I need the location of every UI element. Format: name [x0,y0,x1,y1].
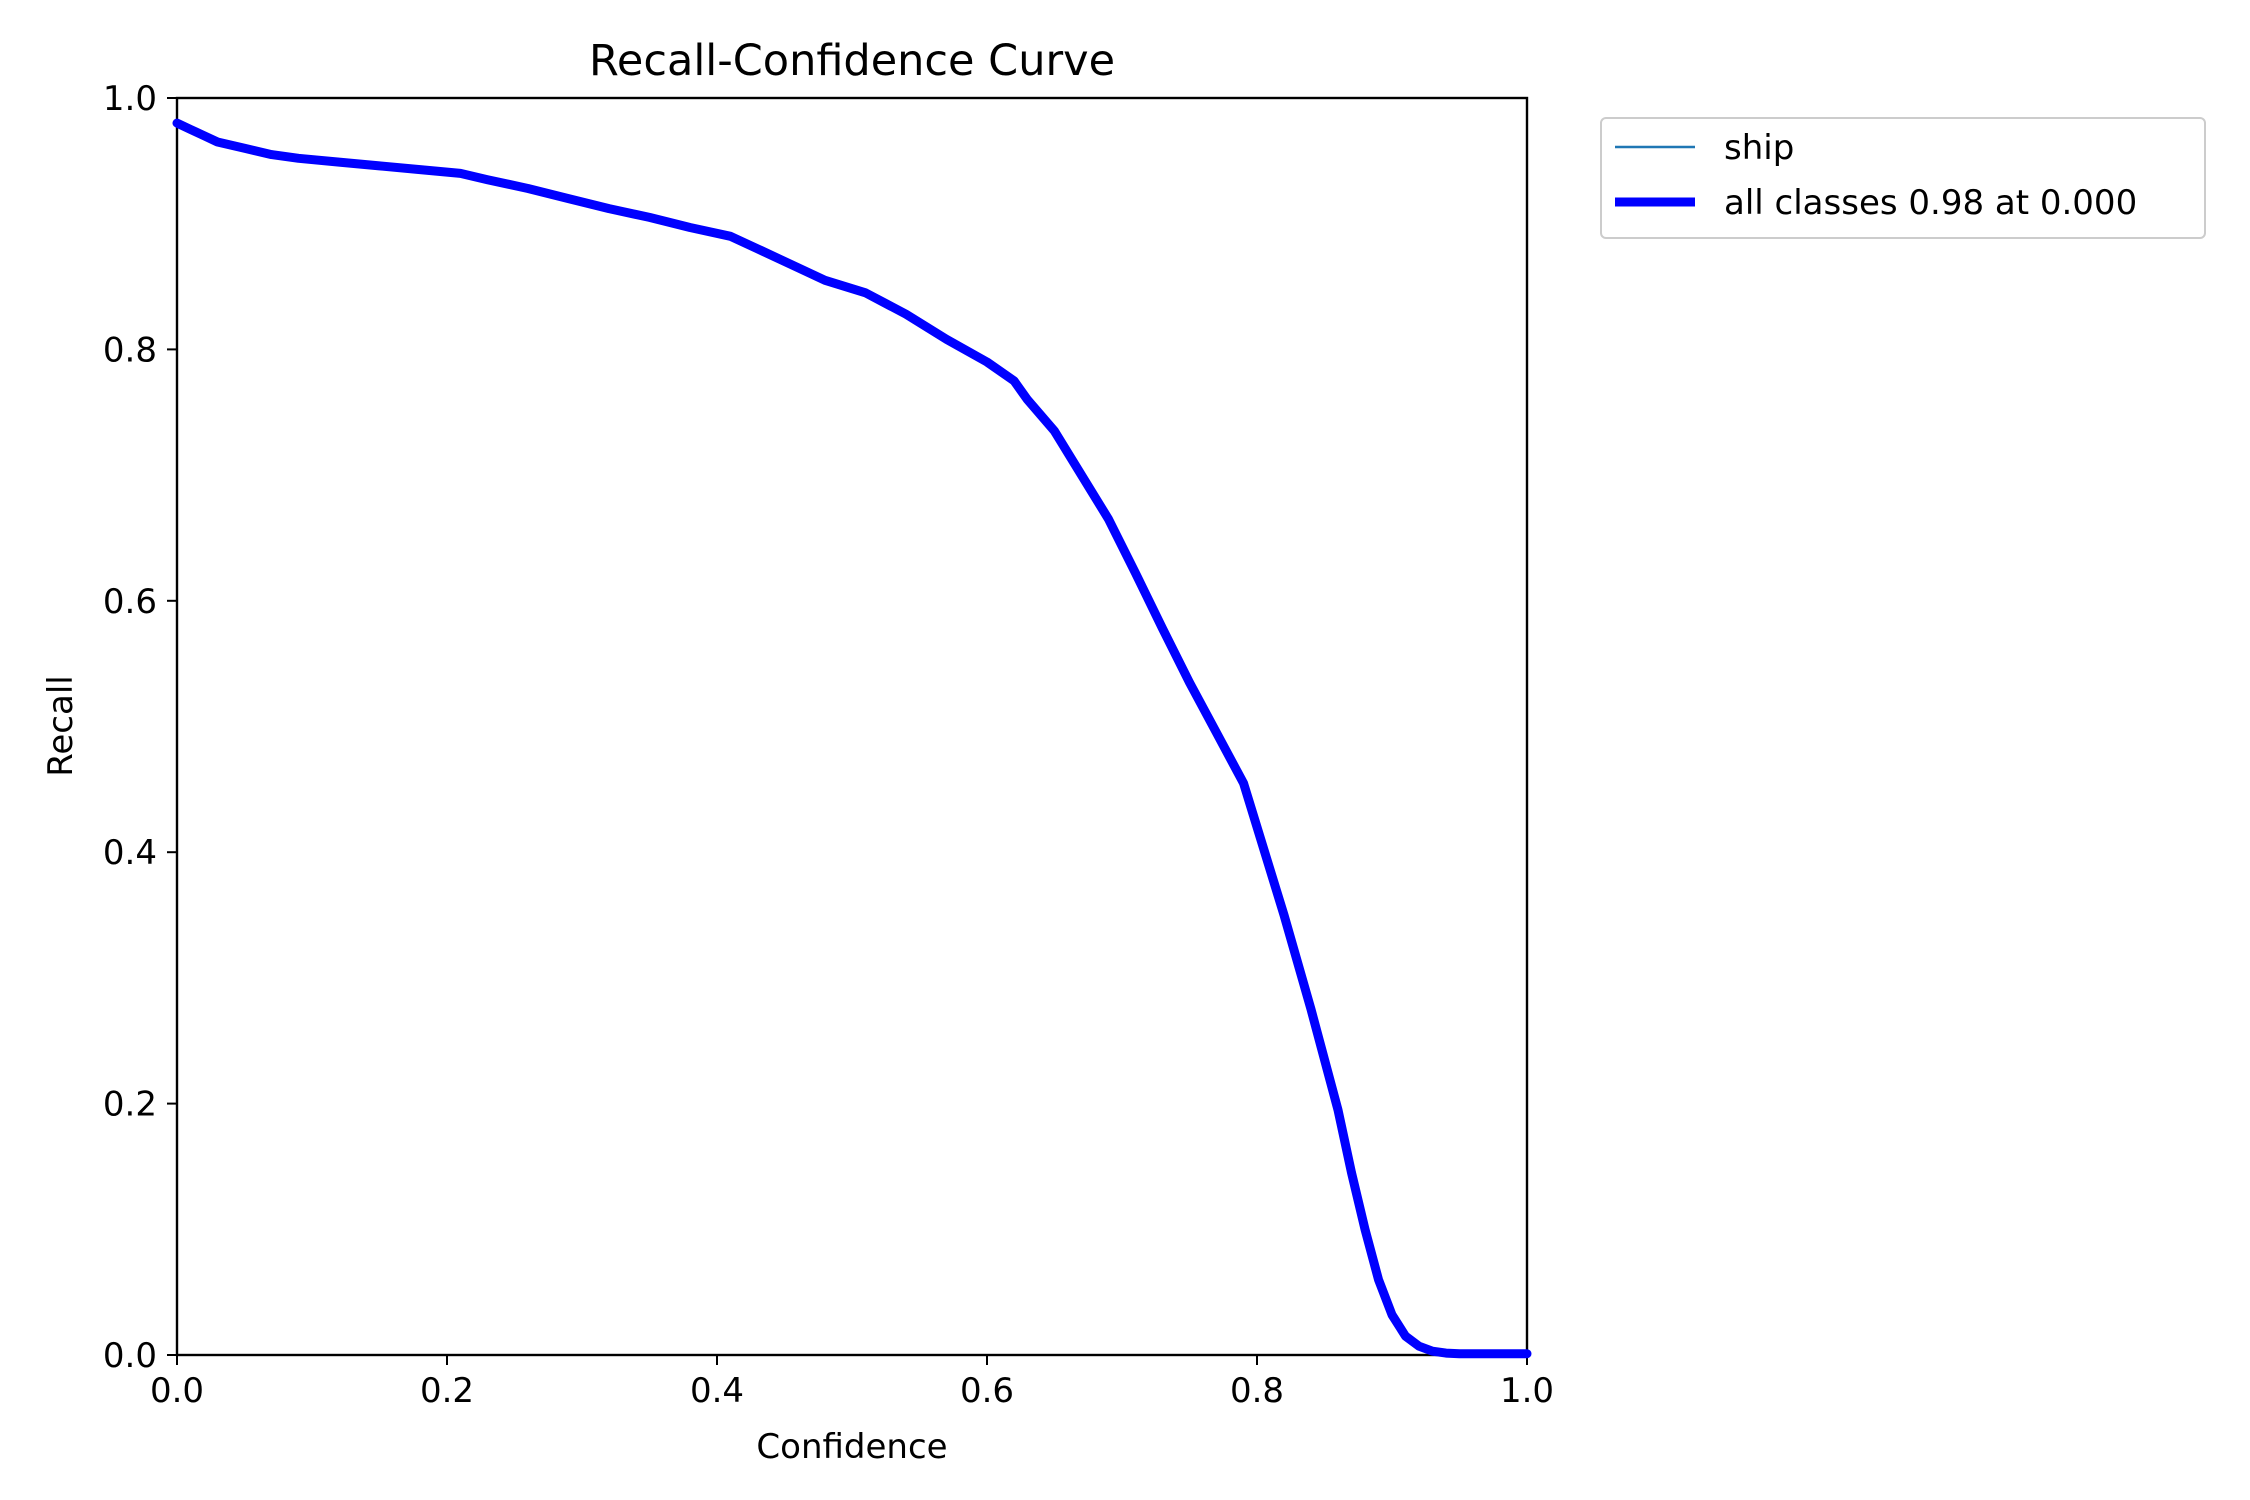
x-tick-label: 0.0 [150,1371,204,1411]
series-lines [172,118,1532,1359]
x-tick-label: 1.0 [1500,1371,1554,1411]
y-tick-label: 1.0 [103,79,157,119]
x-tick-label: 0.4 [690,1371,744,1411]
y-tick-label: 0.6 [103,582,157,622]
y-axis-ticks: 0.0 0.2 0.4 0.6 0.8 1.0 [103,79,177,1376]
series-line-all-classes [172,118,1532,1359]
x-axis-label: Confidence [756,1427,947,1467]
legend-label-ship: ship [1724,128,1794,168]
x-axis-ticks: 0.0 0.2 0.4 0.6 0.8 1.0 [150,1355,1554,1411]
legend-label-all-classes: all classes 0.98 at 0.000 [1724,183,2137,223]
x-tick-label: 0.8 [1230,1371,1284,1411]
y-tick-label: 0.2 [103,1085,157,1125]
series-line-ship [175,121,1529,1355]
y-tick-label: 0.0 [103,1336,157,1376]
y-tick-label: 0.4 [103,833,157,873]
legend-frame [1600,117,2206,239]
y-tick-label: 0.8 [103,330,157,370]
y-axis-label: Recall [41,675,81,776]
legend: ship all classes 0.98 at 0.000 [1600,117,2206,239]
x-tick-label: 0.2 [420,1371,474,1411]
chart-title: Recall-Confidence Curve [589,36,1115,86]
x-tick-label: 0.6 [960,1371,1014,1411]
plot-area-frame [175,96,1529,1357]
